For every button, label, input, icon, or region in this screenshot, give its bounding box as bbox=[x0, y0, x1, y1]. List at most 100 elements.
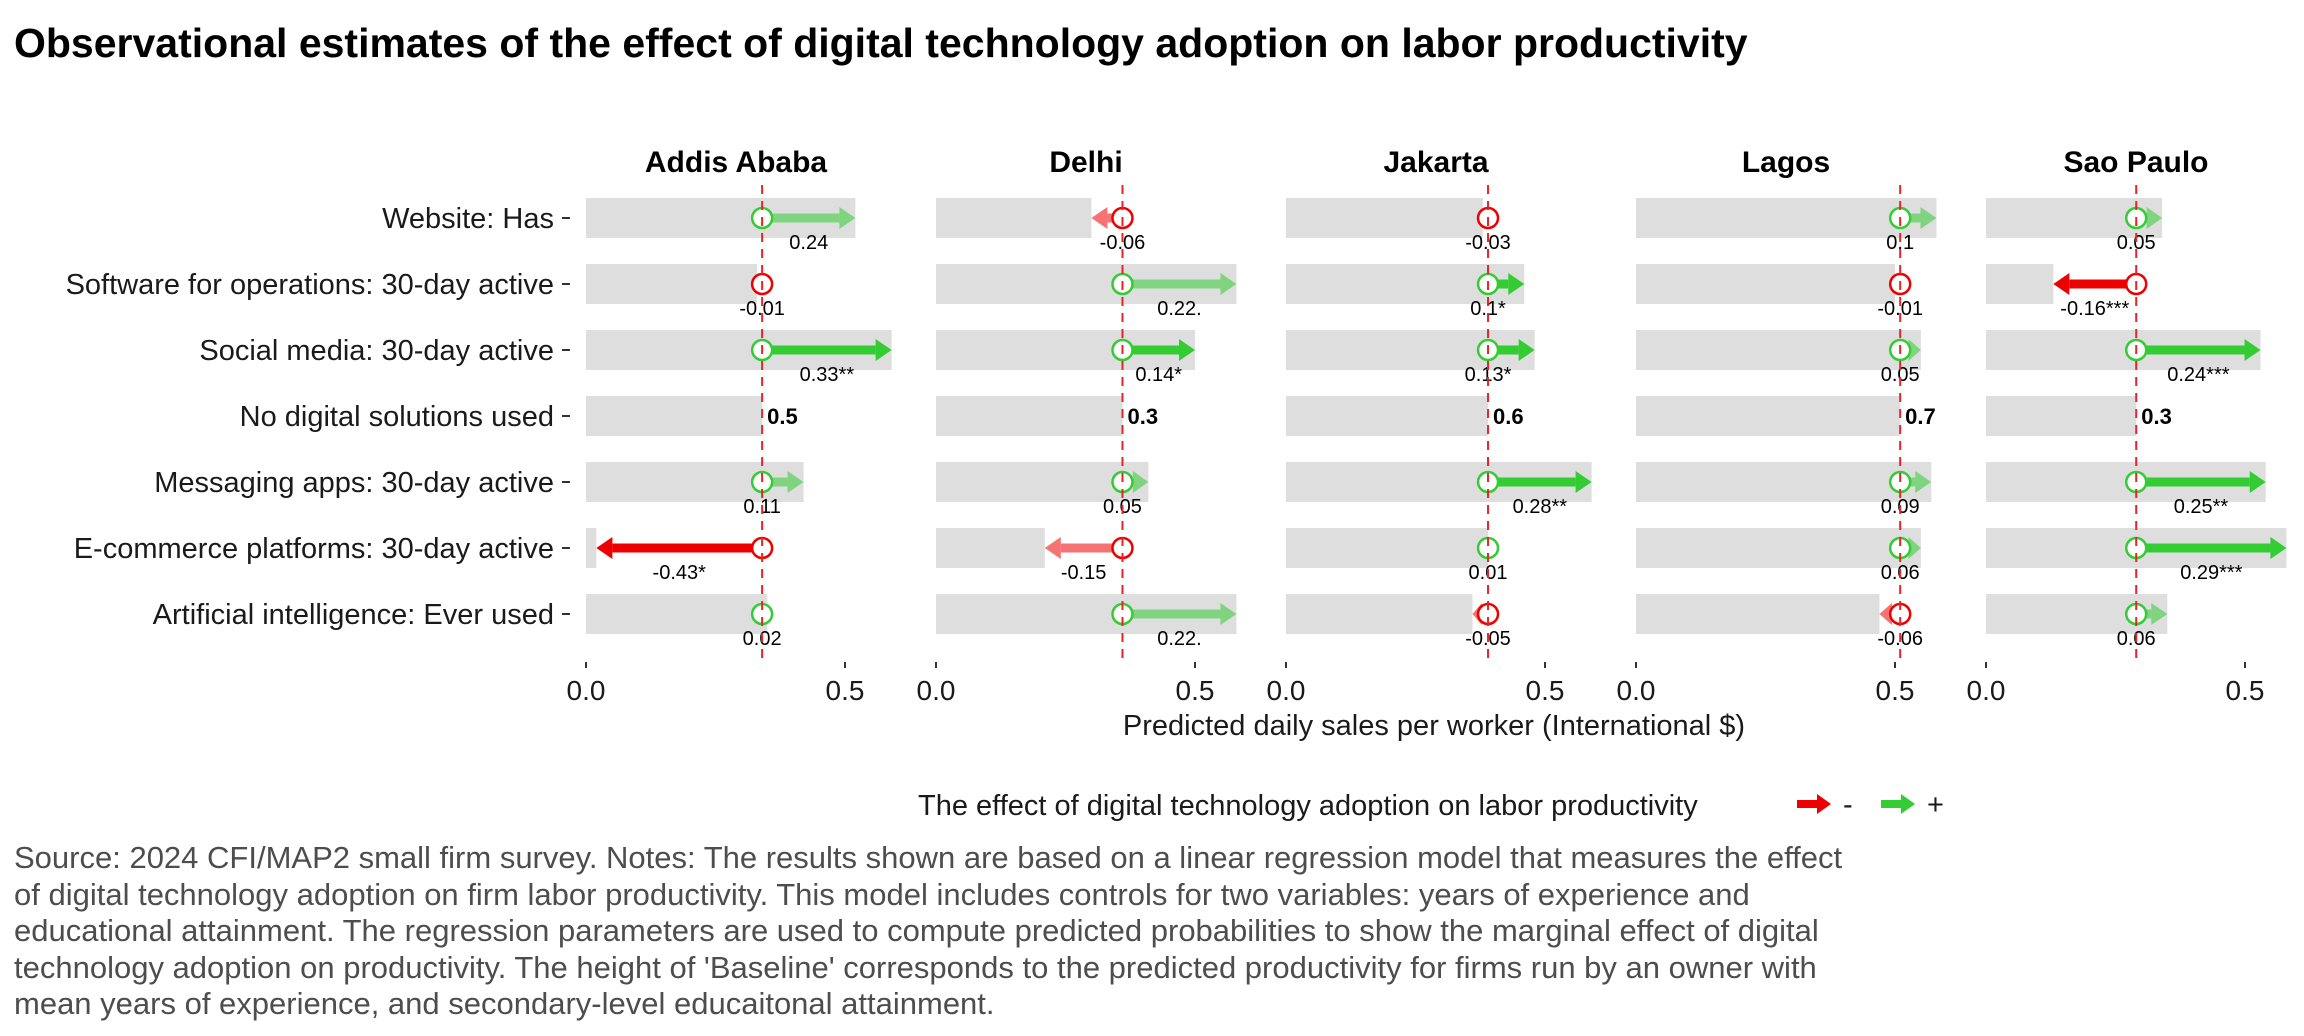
bar bbox=[586, 264, 757, 304]
row-label: Social media: 30-day active bbox=[199, 335, 554, 367]
effect-arrowhead bbox=[2053, 273, 2070, 295]
effect-label: 0.22. bbox=[1157, 628, 1201, 650]
effect-arrowhead bbox=[1091, 207, 1108, 229]
effect-label: -0.06 bbox=[1100, 232, 1146, 254]
effect-label: 0.25** bbox=[2174, 496, 2229, 518]
facet-title: Addis Ababa bbox=[645, 146, 828, 179]
legend: The effect of digital technology adoptio… bbox=[918, 789, 1944, 822]
bar bbox=[1986, 264, 2054, 304]
effect-arrowhead bbox=[2270, 537, 2287, 559]
effect-arrowhead bbox=[1908, 537, 1921, 559]
effect-label: 0.13* bbox=[1465, 364, 1512, 386]
x-tick-label: 0.5 bbox=[1876, 675, 1915, 706]
baseline-label: 0.7 bbox=[1905, 404, 1936, 429]
bar bbox=[586, 396, 763, 436]
effect-label: -0.01 bbox=[739, 298, 785, 320]
x-tick-label: 0.5 bbox=[1176, 675, 1215, 706]
facet-title: Sao Paulo bbox=[2063, 146, 2208, 179]
bar bbox=[1636, 198, 1937, 238]
row-label: Artificial intelligence: Ever used bbox=[153, 599, 554, 631]
x-tick-label: 0.5 bbox=[826, 675, 865, 706]
row-labels: Website: Has Software for operations: 30-… bbox=[66, 203, 570, 631]
legend-items: - + bbox=[1797, 789, 1944, 821]
row-label: E-commerce platforms: 30-day active bbox=[74, 533, 554, 565]
effect-arrowhead bbox=[1915, 471, 1932, 493]
effect-arrowhead bbox=[2151, 603, 2168, 625]
x-tick-label: 0.0 bbox=[1267, 675, 1306, 706]
effect-label: 0.24 bbox=[789, 232, 828, 254]
effect-arrowhead bbox=[2244, 339, 2261, 361]
effect-arrowhead bbox=[1132, 471, 1149, 493]
x-axis-title: Predicted daily sales per worker (Intern… bbox=[1123, 710, 1745, 742]
facets: Addis Ababa0.24-0.010.33**0.50.11-0.43*0… bbox=[567, 146, 2287, 706]
x-tick-label: 0.0 bbox=[917, 675, 956, 706]
x-tick-label: 0.0 bbox=[567, 675, 606, 706]
effect-arrowhead bbox=[1575, 471, 1592, 493]
effect-label: 0.1 bbox=[1886, 232, 1914, 254]
baseline-label: 0.6 bbox=[1493, 404, 1524, 429]
bar bbox=[1286, 528, 1489, 568]
facet-delhi: Delhi-0.060.22.0.14*0.30.05-0.150.22.0.0… bbox=[917, 146, 1237, 706]
effect-label: -0.16*** bbox=[2060, 298, 2129, 320]
bar bbox=[1636, 462, 1932, 502]
effect-arrowhead bbox=[839, 207, 856, 229]
effect-label: 0.33** bbox=[800, 364, 855, 386]
chart-title: Observational estimates of the effect of… bbox=[14, 20, 1748, 66]
bar bbox=[586, 594, 768, 634]
effect-label: 0.29*** bbox=[2180, 562, 2242, 584]
bar bbox=[936, 528, 1045, 568]
x-tick-label: 0.5 bbox=[1526, 675, 1565, 706]
facet-jakarta: Jakarta-0.030.1*0.13*0.60.28**0.01-0.050… bbox=[1267, 146, 1592, 706]
effect-arrowhead bbox=[1518, 339, 1535, 361]
bar bbox=[1636, 264, 1895, 304]
effect-label: -0.43* bbox=[653, 562, 707, 584]
bar bbox=[1286, 396, 1489, 436]
x-tick-label: 0.5 bbox=[2226, 675, 2265, 706]
legend-title: The effect of digital technology adoptio… bbox=[918, 790, 1698, 822]
facet-addis-ababa: Addis Ababa0.24-0.010.33**0.50.11-0.43*0… bbox=[567, 146, 892, 706]
effect-arrowhead bbox=[1220, 273, 1237, 295]
legend-label: - bbox=[1843, 789, 1853, 821]
facet-title: Delhi bbox=[1049, 146, 1122, 179]
effect-arrowhead bbox=[1220, 603, 1237, 625]
effect-label: 0.28** bbox=[1513, 496, 1568, 518]
row-label: Software for operations: 30-day active bbox=[66, 269, 554, 301]
bar bbox=[1286, 594, 1473, 634]
effect-label: 0.05 bbox=[1881, 364, 1920, 386]
bar bbox=[1636, 594, 1880, 634]
effect-label: 0.22. bbox=[1157, 298, 1201, 320]
bar bbox=[1286, 198, 1483, 238]
effect-label: 0.05 bbox=[2117, 232, 2156, 254]
baseline-label: 0.3 bbox=[1127, 404, 1158, 429]
effect-label: -0.03 bbox=[1465, 232, 1511, 254]
effect-arrowhead bbox=[875, 339, 892, 361]
effect-arrowhead bbox=[1508, 273, 1525, 295]
facet-title: Jakarta bbox=[1383, 146, 1488, 179]
bar bbox=[586, 528, 597, 568]
effect-arrowhead bbox=[1044, 537, 1061, 559]
effect-arrowhead bbox=[2249, 471, 2266, 493]
legend-key-head bbox=[1817, 794, 1831, 814]
row-label: Website: Has bbox=[382, 203, 554, 235]
row-label: Messaging apps: 30-day active bbox=[154, 467, 554, 499]
effect-label: 0.24*** bbox=[2167, 364, 2229, 386]
bar bbox=[1636, 528, 1921, 568]
effect-label: 0.14* bbox=[1135, 364, 1182, 386]
legend-key-head bbox=[1901, 794, 1915, 814]
effect-arrowhead bbox=[787, 471, 804, 493]
effect-arrowhead bbox=[596, 537, 613, 559]
effect-label: -0.01 bbox=[1877, 298, 1923, 320]
bar bbox=[936, 198, 1092, 238]
effect-label: -0.15 bbox=[1061, 562, 1107, 584]
bar bbox=[1986, 396, 2137, 436]
bar bbox=[1636, 396, 1901, 436]
effect-arrowhead bbox=[1879, 603, 1892, 625]
baseline-label: 0.3 bbox=[2141, 404, 2172, 429]
effect-label: 0.1* bbox=[1470, 298, 1506, 320]
facet-title: Lagos bbox=[1742, 146, 1830, 179]
baseline-label: 0.5 bbox=[767, 404, 798, 429]
caption: Source: 2024 CFI/MAP2 small firm survey.… bbox=[14, 840, 1843, 1021]
x-tick-label: 0.0 bbox=[1967, 675, 2006, 706]
